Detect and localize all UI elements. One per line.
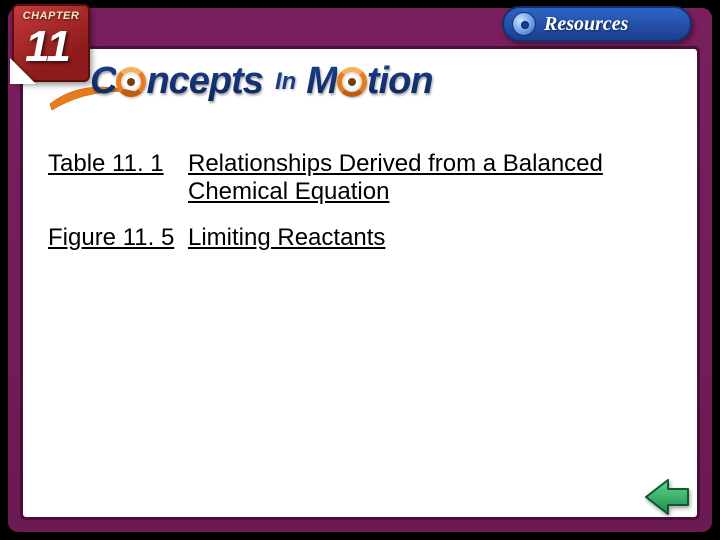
spinner-o-icon xyxy=(335,65,369,99)
arrow-left-icon xyxy=(646,480,688,514)
links-list: Table 11. 1 Relationships Derived from a… xyxy=(48,150,672,270)
link-title: Relationships Derived from a Balanced Ch… xyxy=(188,150,672,206)
resources-button[interactable]: Resources xyxy=(502,6,692,42)
link-figure-11-5[interactable]: Figure 11. 5 Limiting Reactants xyxy=(48,224,672,252)
concepts-in-motion-logo: C ncepts In M tion xyxy=(90,60,433,103)
chapter-label: CHAPTER xyxy=(12,10,90,22)
link-ref: Table 11. 1 xyxy=(48,150,188,178)
page-fold-icon xyxy=(10,58,36,84)
logo-word2-pre: M xyxy=(306,60,337,103)
link-title: Limiting Reactants xyxy=(188,224,672,252)
resources-label: Resources xyxy=(544,13,628,36)
spinner-o-icon xyxy=(114,65,148,99)
logo-word1-post: ncepts xyxy=(146,60,262,103)
link-ref: Figure 11. 5 xyxy=(48,224,188,252)
chapter-badge[interactable]: CHAPTER 11 xyxy=(12,4,90,82)
back-button[interactable] xyxy=(644,478,690,516)
logo-connector: In xyxy=(275,68,296,96)
logo-word2-post: tion xyxy=(367,60,433,103)
content-panel xyxy=(20,46,700,520)
logo-word1-pre: C xyxy=(90,60,116,103)
disc-icon xyxy=(512,12,536,36)
link-table-11-1[interactable]: Table 11. 1 Relationships Derived from a… xyxy=(48,150,672,206)
